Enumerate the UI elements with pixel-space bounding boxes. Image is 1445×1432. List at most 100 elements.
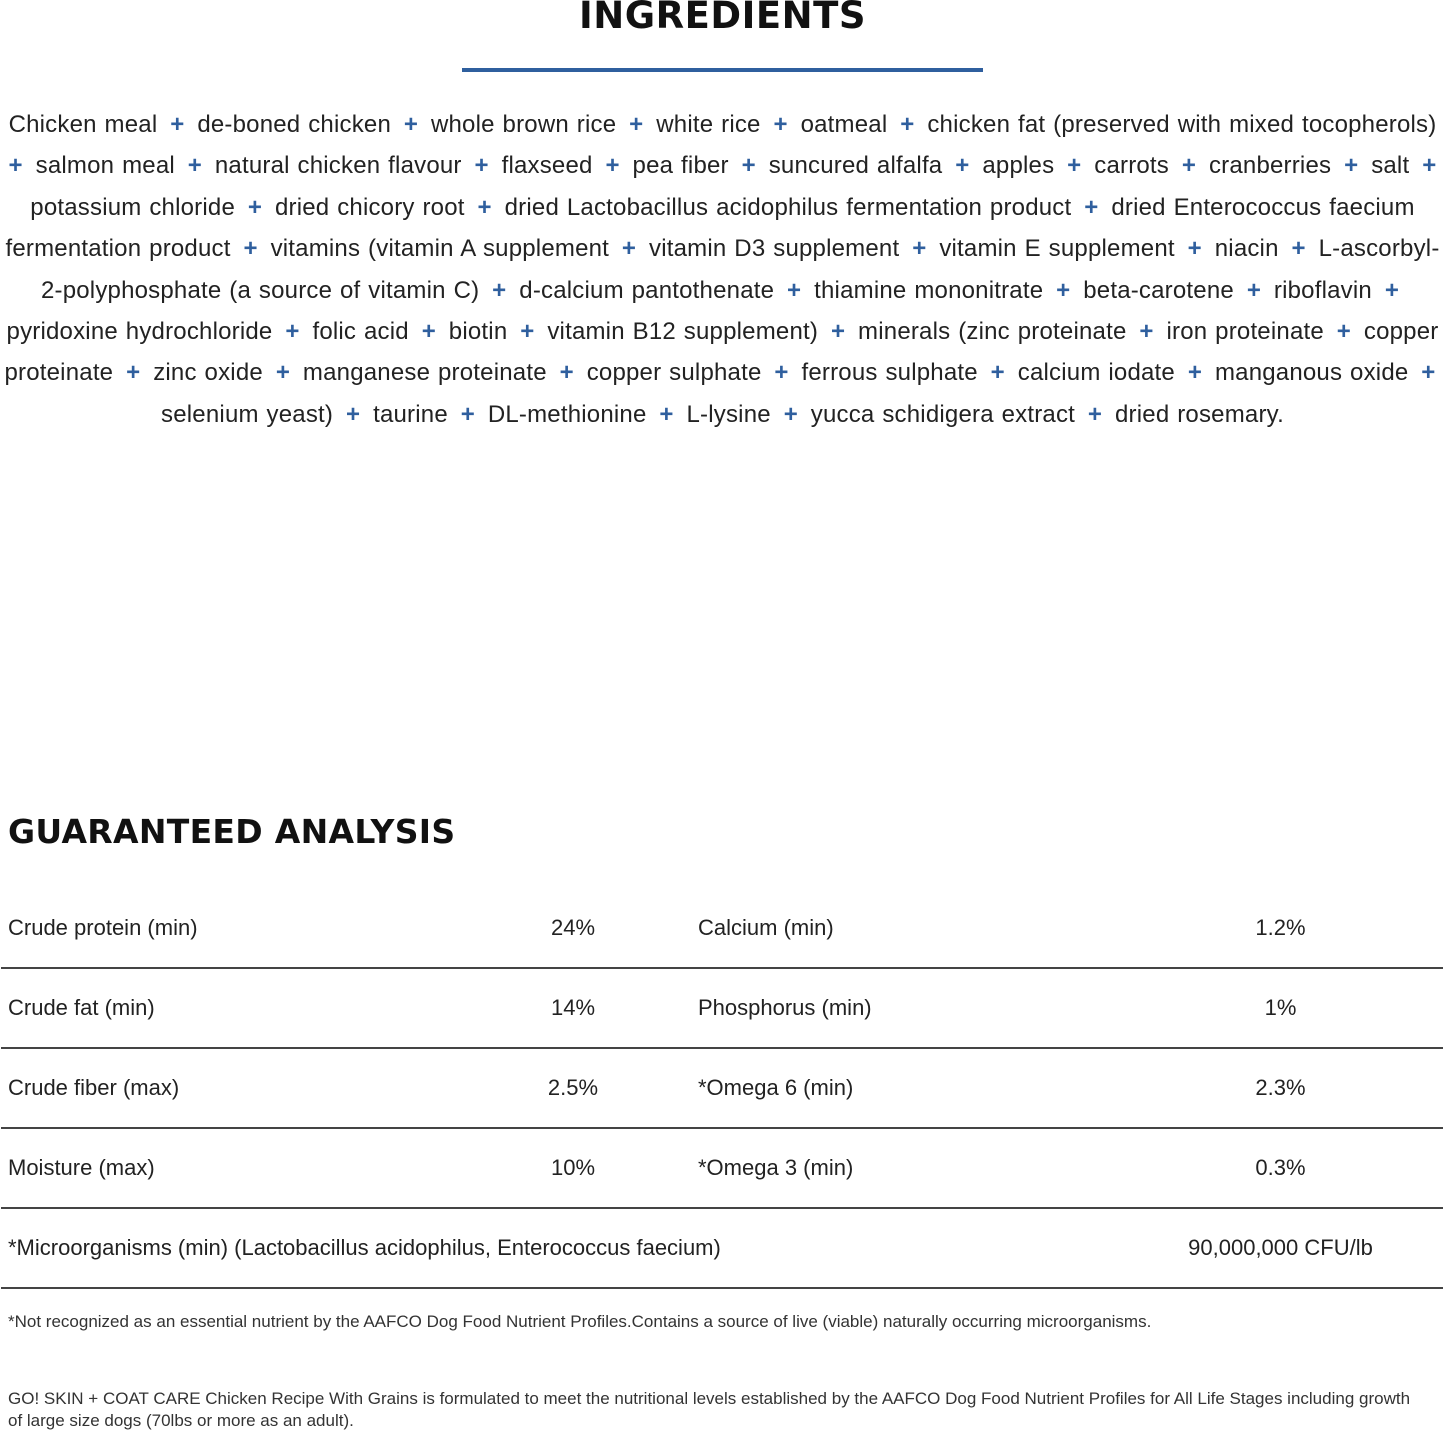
plus-separator-icon: + [783, 400, 798, 428]
ingredient-item: zinc oxide [153, 359, 263, 387]
plus-separator-icon: + [912, 235, 927, 263]
nutrient-value: 90,000,000 CFU/lb [1118, 1208, 1443, 1289]
ingredient-item: vitamin B12 supplement) [547, 318, 819, 346]
nutrient-label: Crude fiber (max) [1, 1048, 448, 1129]
plus-separator-icon: + [1422, 152, 1437, 180]
nutrient-value: 24% [448, 889, 698, 969]
plus-separator-icon: + [477, 193, 492, 221]
ingredient-item: copper proteinate [4, 318, 1439, 387]
ingredient-item: manganous oxide [1214, 359, 1409, 387]
ingredient-item: vitamin D3 supplement [649, 235, 900, 263]
plus-separator-icon: + [1421, 359, 1436, 387]
table-row: Moisture (max) 10% *Omega 3 (min) 0.3% [1, 1128, 1443, 1209]
ingredient-item: niacin [1214, 235, 1279, 263]
table-row: Crude fiber (max) 2.5% *Omega 6 (min) 2.… [1, 1048, 1443, 1129]
plus-separator-icon: + [773, 111, 788, 138]
ingredient-item: dried Enterococcus faecium fermentation … [5, 193, 1415, 263]
ingredient-item: L-lysine [686, 400, 771, 428]
plus-separator-icon: + [830, 318, 846, 346]
plus-separator-icon: + [774, 359, 789, 387]
nutrient-value: 0.3% [1118, 1128, 1443, 1209]
plus-separator-icon: + [621, 235, 637, 263]
ingredient-item: pea fiber [632, 152, 729, 180]
plus-separator-icon: + [1291, 235, 1306, 263]
plus-separator-icon: + [659, 400, 674, 428]
plus-separator-icon: + [741, 152, 756, 180]
ingredient-item: natural chicken flavour [214, 152, 462, 180]
nutrient-value: 14% [448, 968, 698, 1049]
title-divider [462, 68, 983, 72]
nutrient-value: 2.3% [1118, 1048, 1443, 1129]
ingredient-item: L-ascorbyl-2-polyphosphate (a source of … [40, 235, 1440, 304]
ingredient-item: white rice [656, 111, 761, 138]
plus-separator-icon: + [126, 359, 141, 387]
ingredient-item: whole brown rice [430, 111, 617, 138]
plus-separator-icon: + [1067, 152, 1082, 180]
plus-separator-icon: + [955, 152, 970, 180]
ingredient-item: thiamine mononitrate [814, 276, 1044, 304]
plus-separator-icon: + [1181, 152, 1197, 180]
ingredient-item: vitamin E supplement [939, 235, 1175, 263]
ingredient-item: copper sulphate [586, 359, 762, 387]
guaranteed-analysis-table: Crude protein (min) 24% Calcium (min) 1.… [1, 889, 1443, 1289]
ingredients-list: Chicken meal + de-boned chicken + whole … [0, 104, 1445, 435]
plus-separator-icon: + [1056, 276, 1071, 304]
nutrient-label: Phosphorus (min) [698, 968, 1118, 1049]
plus-separator-icon: + [559, 359, 574, 387]
ingredient-item: iron proteinate [1166, 318, 1324, 346]
plus-separator-icon: + [990, 359, 1005, 387]
ingredient-item: Chicken meal [8, 111, 158, 138]
ingredient-item: flaxseed [501, 152, 593, 180]
nutrient-label: Crude protein (min) [1, 889, 448, 969]
ingredients-title: INGREDIENTS [579, 0, 866, 37]
plus-separator-icon: + [187, 152, 202, 180]
ingredient-item: salt [1371, 152, 1410, 180]
ingredient-item: apples [982, 152, 1055, 180]
ingredient-item: cranberries [1208, 152, 1332, 180]
plus-separator-icon: + [403, 111, 419, 138]
nutrient-value: 1% [1118, 968, 1443, 1049]
nutrient-label: *Omega 3 (min) [698, 1128, 1118, 1209]
plus-separator-icon: + [170, 111, 185, 138]
plus-separator-icon: + [1139, 318, 1154, 346]
plus-separator-icon: + [605, 152, 620, 180]
ingredient-item: dried Lactobacillus acidophilus fermenta… [504, 193, 1072, 221]
plus-separator-icon: + [275, 359, 291, 387]
ingredient-item: chicken fat (preserved with mixed tocoph… [927, 111, 1437, 138]
nutrient-label: *Microorganisms (min) (Lactobacillus aci… [1, 1208, 1118, 1289]
nutrient-value: 2.5% [448, 1048, 698, 1129]
ingredient-item: manganese proteinate [302, 359, 547, 387]
table-row: Crude protein (min) 24% Calcium (min) 1.… [1, 889, 1443, 969]
plus-separator-icon: + [1084, 193, 1099, 221]
ingredient-item: DL-methionine [487, 400, 647, 428]
plus-separator-icon: + [787, 276, 802, 304]
plus-separator-icon: + [285, 318, 300, 346]
ingredient-item: folic acid [312, 318, 409, 346]
ingredient-item: dried rosemary. [1115, 400, 1284, 428]
plus-separator-icon: + [1087, 400, 1103, 428]
ingredient-item: calcium iodate [1017, 359, 1175, 387]
footnote: *Not recognized as an essential nutrient… [8, 1312, 1152, 1331]
nutrient-label: Moisture (max) [1, 1128, 448, 1209]
ingredient-item: salmon meal [35, 152, 175, 180]
plus-separator-icon: + [460, 400, 475, 428]
plus-separator-icon: + [1344, 152, 1359, 180]
ingredient-item: vitamins (vitamin A supplement [270, 235, 610, 263]
ingredient-item: pyridoxine hydrochloride [6, 318, 273, 346]
ingredient-item: ferrous sulphate [801, 359, 978, 387]
ingredient-item: potassium chloride [30, 193, 235, 221]
ingredient-item: oatmeal [800, 111, 888, 138]
plus-separator-icon: + [1336, 318, 1351, 346]
plus-separator-icon: + [900, 111, 915, 138]
plus-separator-icon: + [1187, 235, 1202, 263]
plus-separator-icon: + [1246, 276, 1262, 304]
ingredient-item: de-boned chicken [197, 111, 391, 138]
plus-separator-icon: + [345, 400, 361, 428]
ingredient-item: d-calcium pantothenate [519, 276, 775, 304]
plus-separator-icon: + [421, 318, 436, 346]
ingredient-item: suncured alfalfa [768, 152, 943, 180]
guaranteed-analysis-title: GUARANTEED ANALYSIS [8, 812, 456, 851]
plus-separator-icon: + [247, 193, 263, 221]
plus-separator-icon: + [8, 152, 23, 180]
plus-separator-icon: + [1384, 276, 1400, 304]
